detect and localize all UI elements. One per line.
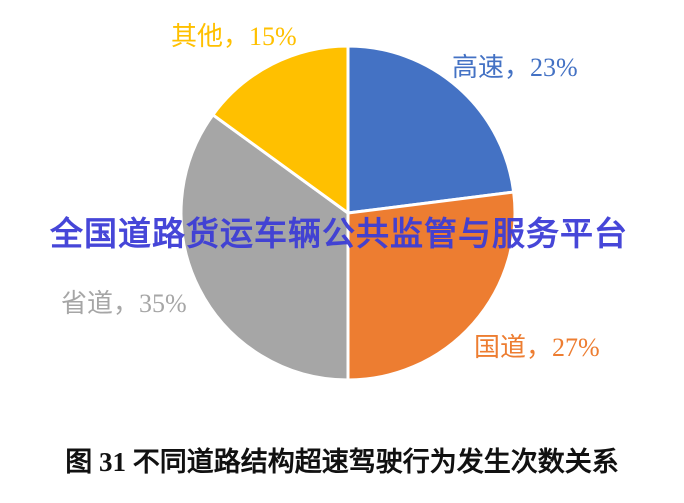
pie-slice-qita xyxy=(211,44,350,215)
pie-label-shengdao: 省道，35% xyxy=(61,289,187,318)
pie-label-gaosu: 高速，23% xyxy=(452,53,578,82)
pie-slice-guodao xyxy=(346,190,517,382)
pie-label-qita: 其他，15% xyxy=(171,22,297,51)
pie-slice-shengdao xyxy=(179,113,350,382)
pie-label-guodao: 国道，27% xyxy=(474,333,600,362)
pie-slice-gaosu xyxy=(346,44,516,215)
watermark-text: 全国道路货运车辆公共监管与服务平台 xyxy=(50,215,628,252)
figure-caption: 图 31 不同道路结构超速驾驶行为发生次数关系 xyxy=(65,447,619,477)
